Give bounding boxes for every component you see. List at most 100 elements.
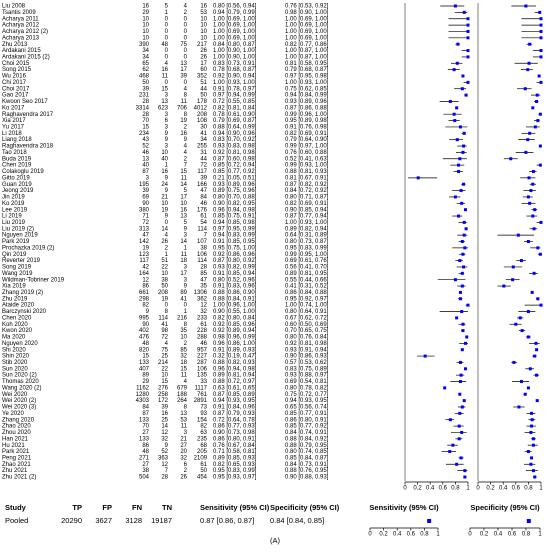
tp-value: 407 [139, 366, 150, 372]
sensitivity-label: 0.72 [0.55, 0.85] [213, 99, 257, 105]
study-name: Gitto 2019 [2, 175, 30, 181]
tn-value: 53 [200, 10, 207, 16]
tp-value: 62 [142, 67, 149, 73]
tp-value: 47 [142, 233, 149, 239]
sensitivity-label: 0.88 [0.64, 0.99] [213, 125, 257, 131]
fp-value: 22 [161, 265, 168, 271]
fp-value: 98 [161, 328, 168, 334]
tn-value: 68 [200, 443, 207, 449]
sensitivity-label: 0.94 [0.93, 0.95] [213, 398, 257, 404]
point-estimate [458, 297, 462, 301]
point-estimate [539, 303, 543, 307]
sensitivity-label: 0.89 [0.81, 0.94] [213, 373, 257, 379]
x-tick-label: 0.6 [508, 532, 517, 538]
study-name: Sun 2020 (2) [2, 373, 37, 379]
study-name: Nguyen 2020 [2, 341, 38, 347]
study-name: Ko 2017 [2, 105, 25, 111]
specificity-label: 0.82 [0.77, 0.86] [285, 42, 329, 48]
tn-value: 46 [200, 341, 207, 347]
specificity-label: 0.84 [0.73, 0.91] [285, 462, 329, 468]
tp-value: 86 [142, 443, 149, 449]
fp-value: 0 [165, 35, 169, 41]
sensitivity-label: 0.92 [0.86, 0.96] [213, 252, 257, 258]
fp-value: 0 [165, 303, 169, 309]
point-estimate [533, 475, 537, 479]
point-estimate [460, 348, 464, 352]
point-estimate [459, 456, 463, 460]
fn-value: 8 [184, 112, 188, 118]
tp-value: 10 [142, 29, 149, 35]
specificity-label: 0.84 [0.74, 0.91] [285, 430, 329, 436]
tp-value: 298 [139, 296, 150, 302]
specificity-label: 0.95 [0.83, 0.99] [285, 245, 329, 251]
specificity-label: 0.94 [0.84, 0.99] [285, 93, 329, 99]
fn-value: 11 [181, 373, 188, 379]
study-name: Zhu 2019 [2, 296, 28, 302]
fp-value: 1 [165, 252, 169, 258]
point-estimate [455, 61, 459, 65]
point-estimate [462, 182, 466, 186]
point-estimate [518, 316, 522, 320]
point-estimate [423, 354, 427, 358]
specificity-label: 0.88 [0.79, 0.95] [285, 443, 329, 449]
fp-value: 24 [161, 182, 168, 188]
x-tick-label: 0.6 [512, 486, 521, 492]
specificity-label: 1.00 [0.87, 1.00] [285, 54, 329, 60]
tn-value: 39 [200, 175, 207, 181]
study-name: Zhou 2020 [2, 430, 31, 436]
fp-value: 19 [161, 296, 168, 302]
fp-value: 0 [165, 54, 169, 60]
study-name: Wang 2020 (2) [2, 385, 41, 391]
study-name: Song 2019 [2, 265, 32, 271]
sensitivity-label: 0.95 [0.75, 1.00] [213, 245, 257, 251]
fp-value: 623 [158, 105, 169, 111]
x-tick-label: 1 [539, 486, 543, 492]
sensitivity-label: 0.85 [0.75, 0.91] [213, 214, 257, 220]
specificity-label: 0.91 [0.76, 0.98] [285, 125, 329, 131]
tp-value: 86 [142, 284, 149, 290]
fp-value: 3 [165, 93, 169, 99]
fp-value: 9 [165, 188, 169, 194]
tp-value: 271 [139, 455, 150, 461]
point-estimate [528, 42, 532, 46]
point-estimate [526, 335, 530, 339]
point-estimate [466, 36, 470, 40]
point-estimate [526, 519, 531, 523]
tn-value: 208 [197, 112, 208, 118]
point-estimate [519, 259, 523, 263]
specificity-label: 0.84 [0.72, 0.92] [285, 188, 329, 194]
point-estimate [427, 519, 432, 523]
point-estimate [455, 462, 459, 466]
fp-value: 39 [161, 405, 168, 411]
column-header: FN [132, 503, 142, 512]
study-name: Yu 2017 [2, 125, 25, 131]
study-name: Xia 2017 [2, 118, 26, 124]
tn-value: 1117 [195, 385, 208, 391]
fn-value: 188 [177, 392, 188, 398]
study-name: Lee 2019 [2, 207, 28, 213]
specificity-label: 0.93 [0.89, 0.96] [285, 99, 329, 105]
fn-value: 4 [184, 144, 188, 150]
fp-value: 172 [158, 398, 169, 404]
fn-value: 21 [180, 436, 187, 442]
tp-value: 46 [142, 150, 149, 156]
tp-value: 234 [139, 131, 150, 137]
fn-value: 4 [184, 4, 188, 10]
study-name: Jin 2019 [2, 195, 25, 201]
fp-value: 276 [158, 385, 169, 391]
point-estimate [528, 367, 532, 371]
fp-value: 0 [165, 29, 169, 35]
tn-value: 31 [200, 150, 207, 156]
fp-value: 10 [161, 201, 168, 207]
specificity-label: 0.99 [0.97, 1.00] [285, 144, 329, 150]
sensitivity-label: 0.80 [0.52, 0.96] [213, 277, 257, 283]
study-name: Zhu 2013 [2, 42, 28, 48]
tp-value: 15 [142, 125, 149, 131]
point-estimate [463, 208, 467, 212]
sensitivity-label: 1.00 [0.90, 1.00] [213, 54, 257, 60]
x-tick-label: 1 [466, 486, 470, 492]
tp-value: 476 [139, 335, 150, 341]
x-tick-label: 0.8 [522, 532, 531, 538]
sensitivity-label: 0.91 [0.83, 0.96] [213, 284, 257, 290]
study-name: Choi 2017 [2, 86, 30, 92]
